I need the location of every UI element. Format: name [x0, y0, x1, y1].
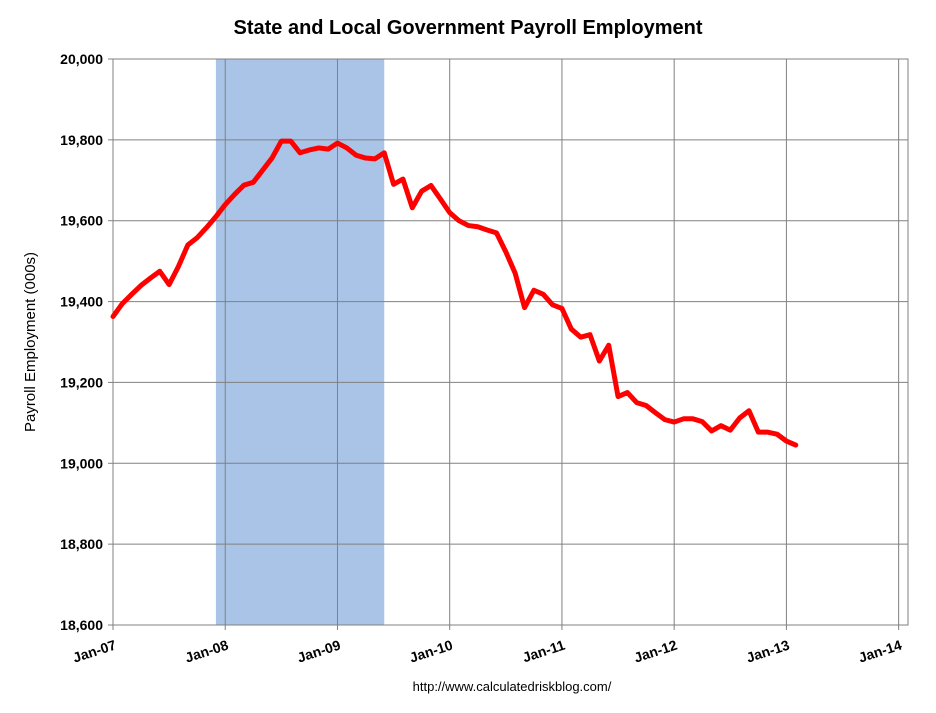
plot-border [112, 58, 909, 626]
series-line-payroll [110, 138, 799, 448]
y-tick-label: 19,400 [60, 294, 103, 310]
y-tick-label: 20,000 [60, 51, 103, 67]
y-axis-tick-labels: 18,600 18,800 19,000 19,200 19,400 19,600 19,8… [60, 51, 103, 633]
y-tick-label: 19,200 [60, 374, 103, 390]
y-axis-label: Payroll Employment (000s) [22, 252, 39, 432]
y-tick-label: 18,600 [60, 617, 103, 633]
plot-area [108, 58, 909, 630]
y-tick-label: 19,800 [60, 132, 103, 148]
y-tick-label: 19,000 [60, 455, 103, 471]
y-tick-label: 18,800 [60, 536, 103, 552]
recession-shading [215, 59, 385, 625]
chart-title: State and Local Government Payroll Emplo… [233, 17, 702, 39]
source-url: http://www.calculatedriskblog.com/ [413, 679, 612, 694]
y-tick-label: 19,600 [60, 213, 103, 229]
